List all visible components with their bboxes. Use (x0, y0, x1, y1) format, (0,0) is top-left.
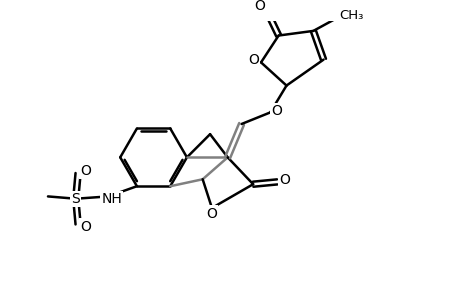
Text: O: O (248, 53, 258, 67)
Text: S: S (71, 192, 80, 206)
Text: O: O (279, 172, 290, 187)
Text: O: O (271, 104, 282, 118)
Text: O: O (80, 220, 91, 233)
Text: CH₃: CH₃ (339, 9, 363, 22)
Text: O: O (206, 207, 217, 220)
Text: NH: NH (101, 192, 122, 206)
Text: O: O (80, 164, 91, 178)
Text: O: O (254, 0, 265, 13)
